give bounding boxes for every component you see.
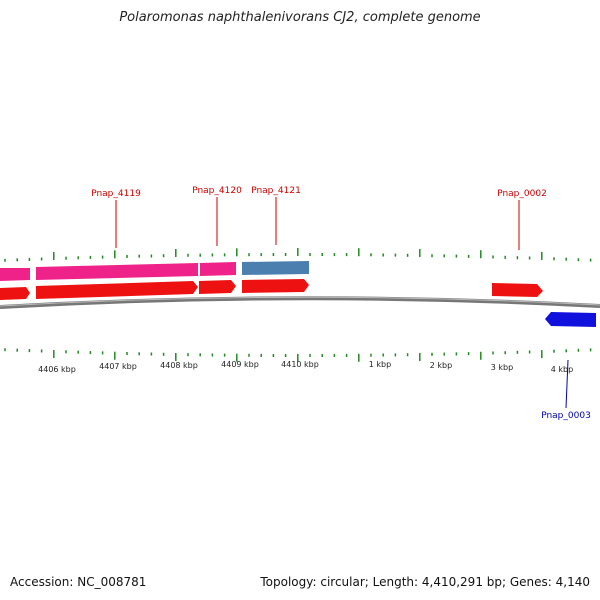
- gene-feature-pnap-4120[interactable]: [200, 262, 236, 276]
- scale-label-3kbp: 3 kbp: [491, 363, 513, 372]
- gene-feature-left[interactable]: [0, 268, 30, 281]
- upper-ticks: [4, 248, 592, 262]
- gene-label-pnap-4121[interactable]: Pnap_4121: [251, 186, 301, 196]
- leader-line-pnap-0003: [565, 359, 569, 409]
- gene-arrow-pnap-0003[interactable]: [545, 312, 596, 327]
- accession-text: Accession: NC_008781: [10, 575, 147, 589]
- genome-backbone-highlight: [0, 296, 600, 307]
- genome-summary-text: Topology: circular; Length: 4,410,291 bp…: [260, 575, 590, 589]
- scale-label-2kbp: 2 kbp: [430, 361, 452, 370]
- scale-label-4kbp: 4 kbp: [551, 365, 573, 374]
- scale-label-4409: 4409 kbp: [221, 360, 259, 369]
- gene-label-pnap-0003[interactable]: Pnap_0003: [541, 411, 591, 421]
- scale-label-1kbp: 1 kbp: [369, 360, 391, 369]
- gene-label-pnap-4119[interactable]: Pnap_4119: [91, 189, 141, 199]
- map-title: Polaromonas naphthalenivorans CJ2, compl…: [119, 10, 481, 25]
- gene-arrow-pnap-0002[interactable]: [492, 283, 543, 297]
- gene-arrow-pnap-4119[interactable]: [36, 281, 198, 299]
- scale-label-4406: 4406 kbp: [38, 365, 76, 374]
- lower-ticks: [4, 348, 592, 362]
- gene-arrow-pnap-4120[interactable]: [199, 280, 236, 294]
- gene-label-pnap-0002[interactable]: Pnap_0002: [497, 189, 547, 199]
- gene-arrow-left[interactable]: [0, 287, 30, 300]
- scale-label-4408: 4408 kbp: [160, 361, 198, 370]
- genome-backbone: [0, 296, 600, 309]
- scale-label-4410: 4410 kbp: [281, 360, 319, 369]
- scale-label-4407: 4407 kbp: [99, 362, 137, 371]
- gene-label-pnap-4120[interactable]: Pnap_4120: [192, 186, 242, 196]
- gene-feature-pnap-4121[interactable]: [242, 261, 309, 275]
- gene-arrow-pnap-4121[interactable]: [242, 279, 309, 293]
- gene-feature-pnap-4119[interactable]: [36, 263, 198, 280]
